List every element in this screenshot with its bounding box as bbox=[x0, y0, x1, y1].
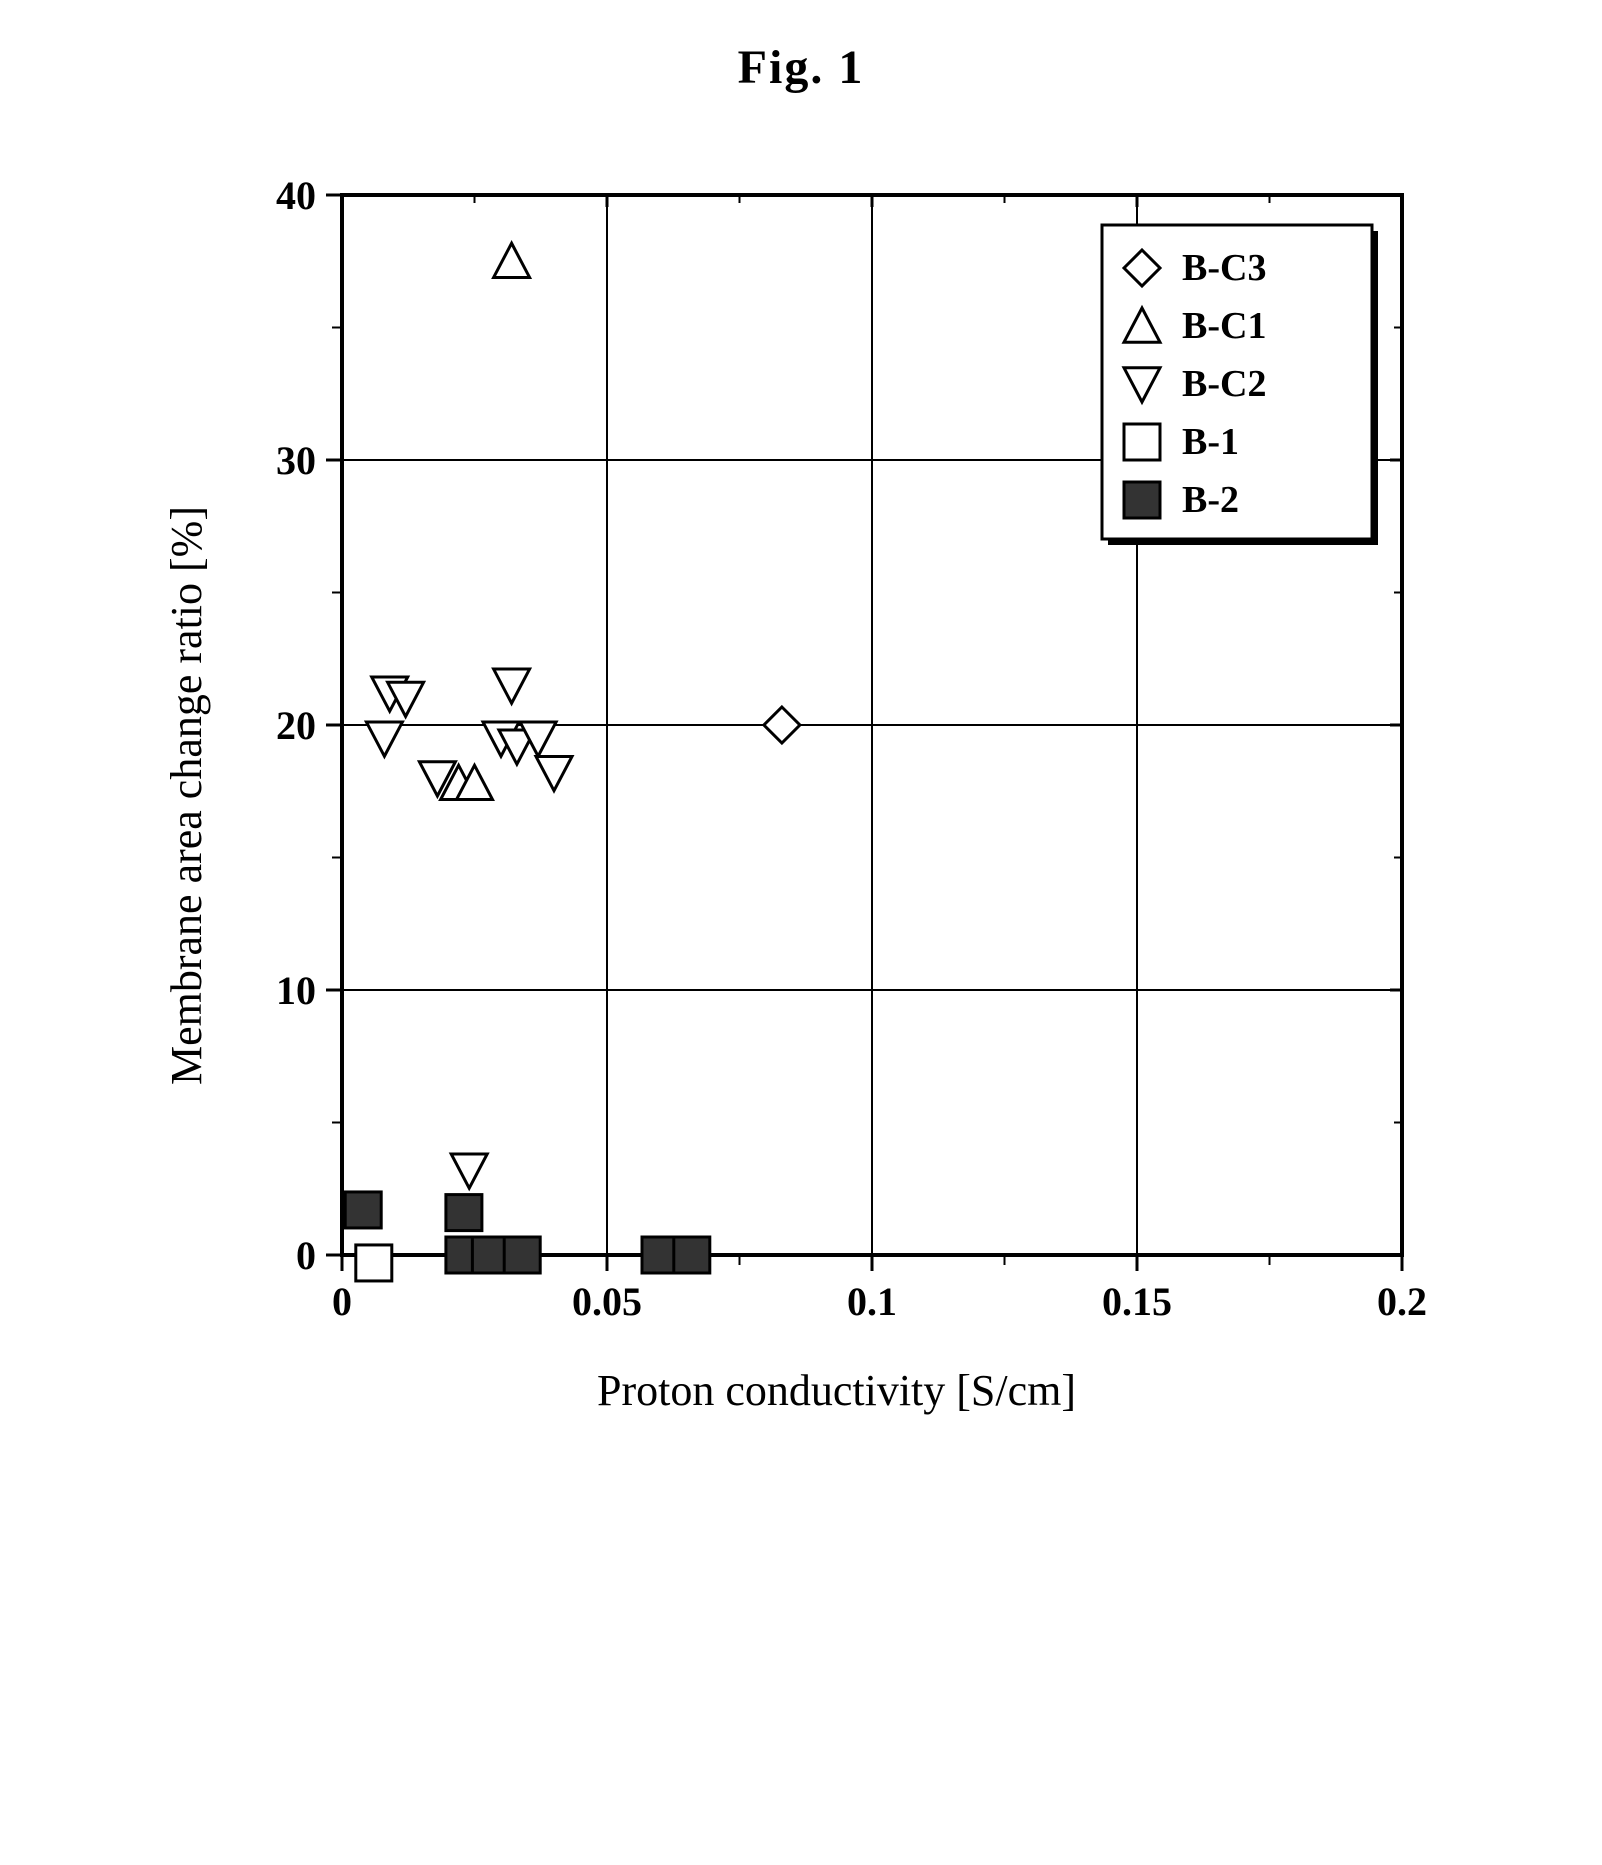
svg-text:B-2: B-2 bbox=[1182, 479, 1239, 521]
chart-outer: Membrane area change ratio [%] 00.050.10… bbox=[41, 175, 1561, 1416]
figure-container: Fig. 1 Membrane area change ratio [%] 00… bbox=[41, 40, 1561, 1416]
svg-text:30: 30 bbox=[276, 438, 316, 483]
svg-text:0: 0 bbox=[296, 1233, 316, 1278]
svg-text:B-C2: B-C2 bbox=[1182, 363, 1266, 405]
chart-wrap: 0 0.05 0.1 0.15 0.2 0 10 20 30 40 B-C3 B-C1 B-C2 B-1 B… bbox=[232, 175, 1442, 1416]
svg-text:0.2: 0.2 bbox=[1377, 1279, 1427, 1324]
svg-text:40: 40 bbox=[276, 175, 316, 218]
svg-text:B-1: B-1 bbox=[1182, 421, 1239, 463]
svg-text:20: 20 bbox=[276, 703, 316, 748]
svg-text:10: 10 bbox=[276, 968, 316, 1013]
svg-text:B-C3: B-C3 bbox=[1182, 247, 1266, 289]
x-axis-label: Proton conductivity [S/cm] bbox=[232, 1365, 1442, 1416]
svg-text:0: 0 bbox=[332, 1279, 352, 1324]
svg-text:0.05: 0.05 bbox=[572, 1279, 642, 1324]
figure-title: Fig. 1 bbox=[41, 40, 1561, 95]
y-axis-label: Membrane area change ratio [%] bbox=[161, 506, 212, 1085]
svg-text:0.15: 0.15 bbox=[1102, 1279, 1172, 1324]
svg-text:0.1: 0.1 bbox=[847, 1279, 897, 1324]
svg-text:B-C1: B-C1 bbox=[1182, 305, 1266, 347]
scatter-chart: 0 0.05 0.1 0.15 0.2 0 10 20 30 40 B-C3 B-C1 B-C2 B-1 B… bbox=[232, 175, 1442, 1345]
